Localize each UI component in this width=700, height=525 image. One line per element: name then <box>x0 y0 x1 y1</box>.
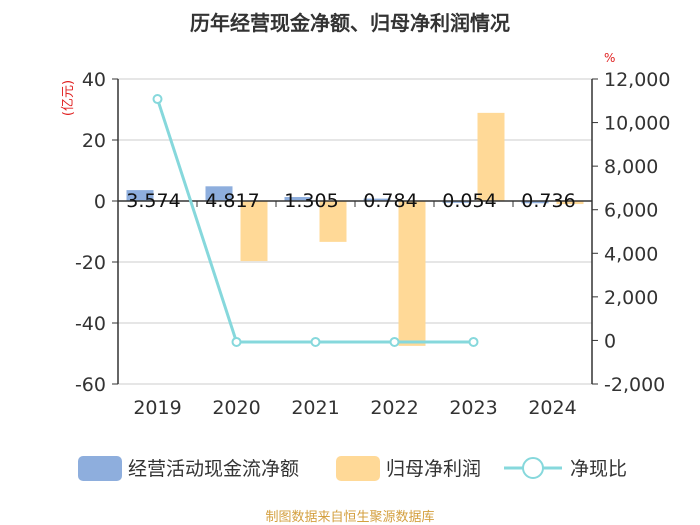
bar-profit <box>556 201 584 205</box>
right-tick-label: 0 <box>604 330 616 352</box>
x-tick-label: 2023 <box>449 397 497 419</box>
right-tick-label: 10,000 <box>604 113 670 135</box>
bar-cashflow <box>284 197 312 201</box>
ratio-point <box>231 336 242 347</box>
ratio-point <box>468 336 479 347</box>
right-tick-label: 6,000 <box>604 200 658 222</box>
right-tick-label: 2,000 <box>604 287 658 309</box>
ratio-point <box>310 336 321 347</box>
x-tick-label: 2020 <box>212 397 260 419</box>
bar-cashflow <box>126 190 154 201</box>
footer-source: 制图数据来自恒生聚源数据库 <box>265 509 434 525</box>
left-tick-label: 0 <box>94 191 106 213</box>
legend-swatch-0 <box>78 456 122 481</box>
bar-data-label: 0.736 <box>521 190 575 212</box>
x-tick-label: 2021 <box>291 397 339 419</box>
right-tick-label: 8,000 <box>604 156 658 178</box>
x-tick-label: 2022 <box>370 397 418 419</box>
bar-profit <box>477 112 505 201</box>
bar-cashflow <box>363 198 391 201</box>
legend-label: 归母净利润 <box>386 458 481 480</box>
legend: 经营活动现金流净额 归母净利润 净现比 <box>78 456 627 481</box>
bar-profit <box>319 201 347 242</box>
left-tick-label: 20 <box>82 130 106 152</box>
bar-data-label: 1.305 <box>284 190 338 212</box>
chart-title: 历年经营现金净额、归母净利润情况 <box>190 11 510 35</box>
right-tick-label: -2,000 <box>604 374 665 396</box>
legend-circle-icon <box>522 457 544 479</box>
bar-data-label: 0.054 <box>442 190 496 212</box>
left-tick-label: -60 <box>75 374 106 396</box>
legend-label: 经营活动现金流净额 <box>128 458 299 480</box>
bar-data-label: 0.784 <box>363 190 417 212</box>
legend-swatch-1 <box>336 456 380 481</box>
bar-data-label: 4.817 <box>205 190 259 212</box>
legend-label: 净现比 <box>570 458 627 480</box>
ratio-point <box>389 336 400 347</box>
left-tick-label: 40 <box>82 69 106 91</box>
bar-profit <box>398 201 426 346</box>
ratio-point <box>152 94 163 105</box>
ratio-line <box>156 98 474 344</box>
x-tick-label: 2019 <box>133 397 181 419</box>
bar-profit <box>240 201 268 262</box>
bar-cashflow <box>521 201 549 204</box>
bar-cashflow <box>442 200 470 203</box>
left-axis-unit: (亿元) <box>61 80 76 116</box>
right-tick-label: 12,000 <box>604 69 670 91</box>
left-tick-label: -40 <box>75 313 106 335</box>
right-axis-unit: % <box>604 51 615 65</box>
x-tick-label: 2024 <box>528 397 576 419</box>
right-tick-label: 4,000 <box>604 243 658 265</box>
left-tick-label: -20 <box>75 252 106 274</box>
bar-data-label: 3.574 <box>126 190 180 212</box>
bar-cashflow <box>205 186 233 201</box>
